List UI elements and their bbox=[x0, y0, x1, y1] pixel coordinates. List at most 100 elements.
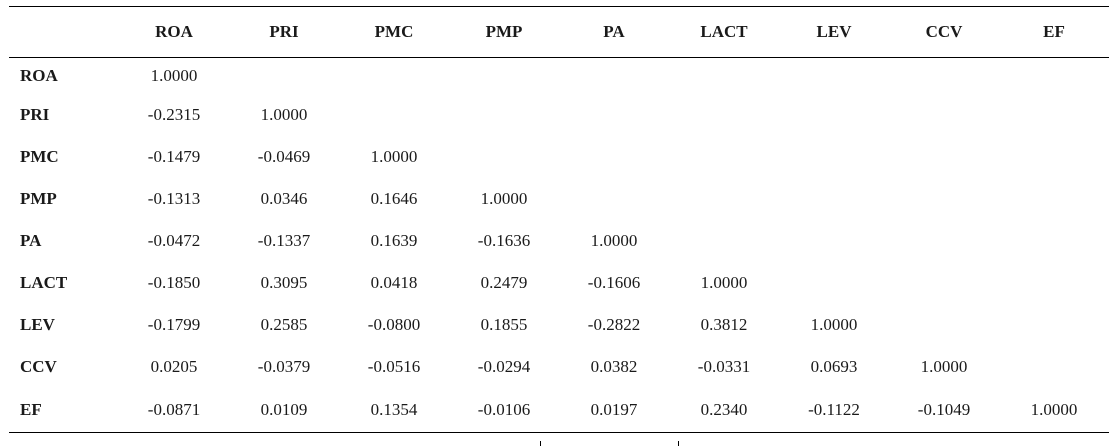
table-cell bbox=[449, 136, 559, 178]
table-row: LEV -0.1799 0.2585 -0.0800 0.1855 -0.2822 0.38… bbox=[9, 304, 1109, 346]
column-header: ROA bbox=[155, 22, 193, 41]
table-cell: -0.1313 bbox=[147, 189, 201, 208]
table-cell: 1.0000 bbox=[370, 147, 418, 166]
table-row: LACT -0.1850 0.3095 0.0418 0.2479 -0.1606 1.00… bbox=[9, 262, 1109, 304]
table-cell: 1.0000 bbox=[260, 105, 308, 124]
table-cell: -0.1799 bbox=[147, 315, 201, 334]
table-cell: -0.0106 bbox=[477, 400, 531, 419]
table-cell bbox=[559, 94, 669, 136]
table-cell: 0.3812 bbox=[700, 315, 748, 334]
table-cell: -0.0469 bbox=[257, 147, 311, 166]
table-cell: 1.0000 bbox=[150, 66, 198, 85]
table-cell bbox=[889, 94, 999, 136]
table-cell bbox=[559, 136, 669, 178]
table-cell: -0.0871 bbox=[147, 400, 201, 419]
table-cell: 1.0000 bbox=[590, 231, 638, 250]
table-row: PMC -0.1479 -0.0469 1.0000 bbox=[9, 136, 1109, 178]
table-cell bbox=[889, 178, 999, 220]
table-cell: 0.1855 bbox=[480, 315, 528, 334]
table-cell bbox=[999, 58, 1109, 95]
table-cell: 0.0197 bbox=[590, 400, 638, 419]
table-cell bbox=[339, 94, 449, 136]
table-row: ROA 1.0000 bbox=[9, 58, 1109, 95]
table-cell bbox=[229, 58, 339, 95]
table-cell bbox=[999, 94, 1109, 136]
table-cell: 1.0000 bbox=[1030, 400, 1078, 419]
table-bottom-tick bbox=[540, 441, 541, 446]
table-cell: -0.0379 bbox=[257, 357, 311, 376]
table-cell: 0.0205 bbox=[150, 357, 198, 376]
table-cell: 1.0000 bbox=[920, 357, 968, 376]
table-cell: -0.0800 bbox=[367, 315, 421, 334]
table-cell: 0.3095 bbox=[260, 273, 308, 292]
row-label: PMC bbox=[20, 147, 59, 166]
table-header: ROA PRI PMC PMP PA LACT LEV CCV EF bbox=[9, 6, 1109, 58]
table-cell: 0.2585 bbox=[260, 315, 308, 334]
table-cell: -0.0294 bbox=[477, 357, 531, 376]
table-row: CCV 0.0205 -0.0379 -0.0516 -0.0294 0.0382 -0.0… bbox=[9, 346, 1109, 388]
table-cell: 1.0000 bbox=[700, 273, 748, 292]
row-label: PRI bbox=[20, 105, 50, 124]
table-cell: 1.0000 bbox=[480, 189, 528, 208]
correlation-table-container: ROA PRI PMC PMP PA LACT LEV CCV EF ROA 1.0000 PRI -… bbox=[9, 6, 1109, 433]
table-bottom-tick bbox=[678, 441, 679, 446]
table-cell: 0.1639 bbox=[370, 231, 418, 250]
table-row: PA -0.0472 -0.1337 0.1639 -0.1636 1.0000 bbox=[9, 220, 1109, 262]
table-cell bbox=[889, 220, 999, 262]
table-cell bbox=[559, 178, 669, 220]
table-cell bbox=[779, 94, 889, 136]
row-label: ROA bbox=[20, 66, 58, 85]
table-cell bbox=[999, 262, 1109, 304]
table-cell: -0.1122 bbox=[808, 400, 860, 419]
table-cell: -0.2315 bbox=[147, 105, 201, 124]
table-cell bbox=[339, 58, 449, 95]
table-cell: 0.2479 bbox=[480, 273, 528, 292]
table-cell: -0.1337 bbox=[257, 231, 311, 250]
table-cell bbox=[999, 304, 1109, 346]
table-cell bbox=[999, 136, 1109, 178]
table-cell: -0.0516 bbox=[367, 357, 421, 376]
table-cell: 1.0000 bbox=[810, 315, 858, 334]
row-label: LEV bbox=[20, 315, 55, 334]
column-header: LACT bbox=[700, 22, 748, 41]
header-corner-cell bbox=[9, 7, 119, 58]
table-cell bbox=[669, 178, 779, 220]
table-cell bbox=[889, 58, 999, 95]
table-cell bbox=[779, 136, 889, 178]
table-cell: 0.1354 bbox=[370, 400, 418, 419]
row-label: PMP bbox=[20, 189, 57, 208]
table-cell: -0.1606 bbox=[587, 273, 641, 292]
column-header: PMP bbox=[485, 22, 523, 41]
table-cell: -0.0331 bbox=[697, 357, 751, 376]
table-cell: 0.0693 bbox=[810, 357, 858, 376]
table-cell: 0.1646 bbox=[370, 189, 418, 208]
table-cell: -0.0472 bbox=[147, 231, 201, 250]
table-cell bbox=[779, 262, 889, 304]
table-cell: -0.1636 bbox=[477, 231, 531, 250]
table-cell bbox=[669, 58, 779, 95]
correlation-matrix-table: ROA PRI PMC PMP PA LACT LEV CCV EF ROA 1.0000 PRI -… bbox=[9, 6, 1109, 433]
table-cell bbox=[669, 220, 779, 262]
table-cell bbox=[449, 58, 559, 95]
table-cell bbox=[889, 136, 999, 178]
table-cell: 0.0382 bbox=[590, 357, 638, 376]
row-label: PA bbox=[20, 231, 42, 250]
table-cell bbox=[999, 178, 1109, 220]
table-cell: 0.0346 bbox=[260, 189, 308, 208]
table-cell: -0.1850 bbox=[147, 273, 201, 292]
table-cell: -0.1479 bbox=[147, 147, 201, 166]
table-cell bbox=[999, 220, 1109, 262]
table-cell bbox=[669, 136, 779, 178]
row-label: LACT bbox=[20, 273, 68, 292]
table-cell bbox=[889, 304, 999, 346]
table-cell bbox=[779, 178, 889, 220]
table-row: PRI -0.2315 1.0000 bbox=[9, 94, 1109, 136]
table-cell bbox=[669, 94, 779, 136]
table-cell: 0.2340 bbox=[700, 400, 748, 419]
row-label: EF bbox=[20, 400, 42, 419]
table-row: EF -0.0871 0.0109 0.1354 -0.0106 0.0197 0.2340… bbox=[9, 388, 1109, 433]
column-header: LEV bbox=[816, 22, 852, 41]
table-cell bbox=[779, 220, 889, 262]
table-body: ROA 1.0000 PRI -0.2315 1.0000 PMC -0.1479 -0.04… bbox=[9, 58, 1109, 433]
header-row: ROA PRI PMC PMP PA LACT LEV CCV EF bbox=[9, 6, 1109, 58]
